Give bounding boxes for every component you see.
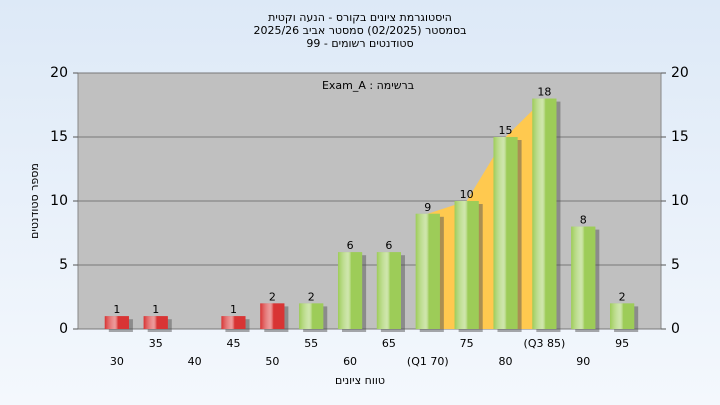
x-tick-label: (Q1 70) xyxy=(407,355,449,368)
chart-subtitle: בסמסטר (02/2025) סמסטר אביב 2025/26 xyxy=(253,24,466,37)
y-tick-label: 5 xyxy=(59,257,68,273)
data-label: 8 xyxy=(580,214,587,227)
x-tick-label: 90 xyxy=(576,355,590,368)
x-axis-label: טווח ציונים xyxy=(335,374,385,387)
data-label: 9 xyxy=(424,201,431,214)
chart-subtitle: סטודנטים רשומים - 99 xyxy=(306,37,413,50)
bar-shine xyxy=(454,201,479,329)
chart-title: היסטוגרמת ציונים בקורס - הנעה וקטית xyxy=(268,11,452,24)
bar-shine xyxy=(376,252,401,329)
x-tick-label: (Q3 85) xyxy=(524,337,566,350)
data-label: 1 xyxy=(152,303,159,316)
x-tick-label: 75 xyxy=(460,337,474,350)
y-axis-label: מספר סטודנטים xyxy=(28,163,41,239)
data-label: 1 xyxy=(113,303,120,316)
x-tick-label: 45 xyxy=(226,337,240,350)
x-tick-label: 40 xyxy=(188,355,202,368)
y2-tick-label: 0 xyxy=(671,321,680,337)
data-label: 1 xyxy=(230,303,237,316)
bar-shine xyxy=(610,303,635,329)
x-tick-label: 65 xyxy=(382,337,396,350)
bar-shine xyxy=(571,226,596,329)
data-label: 2 xyxy=(619,290,626,303)
x-tick-label: 60 xyxy=(343,355,357,368)
x-tick-label: 95 xyxy=(615,337,629,350)
data-label: 18 xyxy=(537,86,551,99)
data-label: 6 xyxy=(347,239,354,252)
x-tick-label: 50 xyxy=(265,355,279,368)
bar-shine xyxy=(221,316,246,329)
data-label: 15 xyxy=(499,124,513,137)
bar-shine xyxy=(143,316,168,329)
x-tick-label: 80 xyxy=(499,355,513,368)
x-tick-label: 55 xyxy=(304,337,318,350)
y-tick-label: 20 xyxy=(50,65,68,81)
x-tick-label: 35 xyxy=(149,337,163,350)
bar-shine xyxy=(493,137,518,329)
bar-shine xyxy=(104,316,129,329)
y2-tick-label: 15 xyxy=(671,129,689,145)
data-label: 2 xyxy=(308,290,315,303)
data-label: 6 xyxy=(385,239,392,252)
y-tick-label: 0 xyxy=(59,321,68,337)
y-tick-label: 15 xyxy=(50,129,68,145)
data-label: 2 xyxy=(269,290,276,303)
x-tick-label: 30 xyxy=(110,355,124,368)
data-label: 10 xyxy=(460,188,474,201)
bar-shine xyxy=(338,252,363,329)
annotation: Exam_A : ברשימה xyxy=(322,79,414,92)
y2-tick-label: 20 xyxy=(671,65,689,81)
y2-tick-label: 5 xyxy=(671,257,680,273)
y2-tick-label: 10 xyxy=(671,193,689,209)
bar-shine xyxy=(415,213,440,329)
bar-shine xyxy=(299,303,324,329)
bar-shine xyxy=(260,303,285,329)
y-tick-label: 10 xyxy=(50,193,68,209)
bar-shine xyxy=(532,98,557,329)
